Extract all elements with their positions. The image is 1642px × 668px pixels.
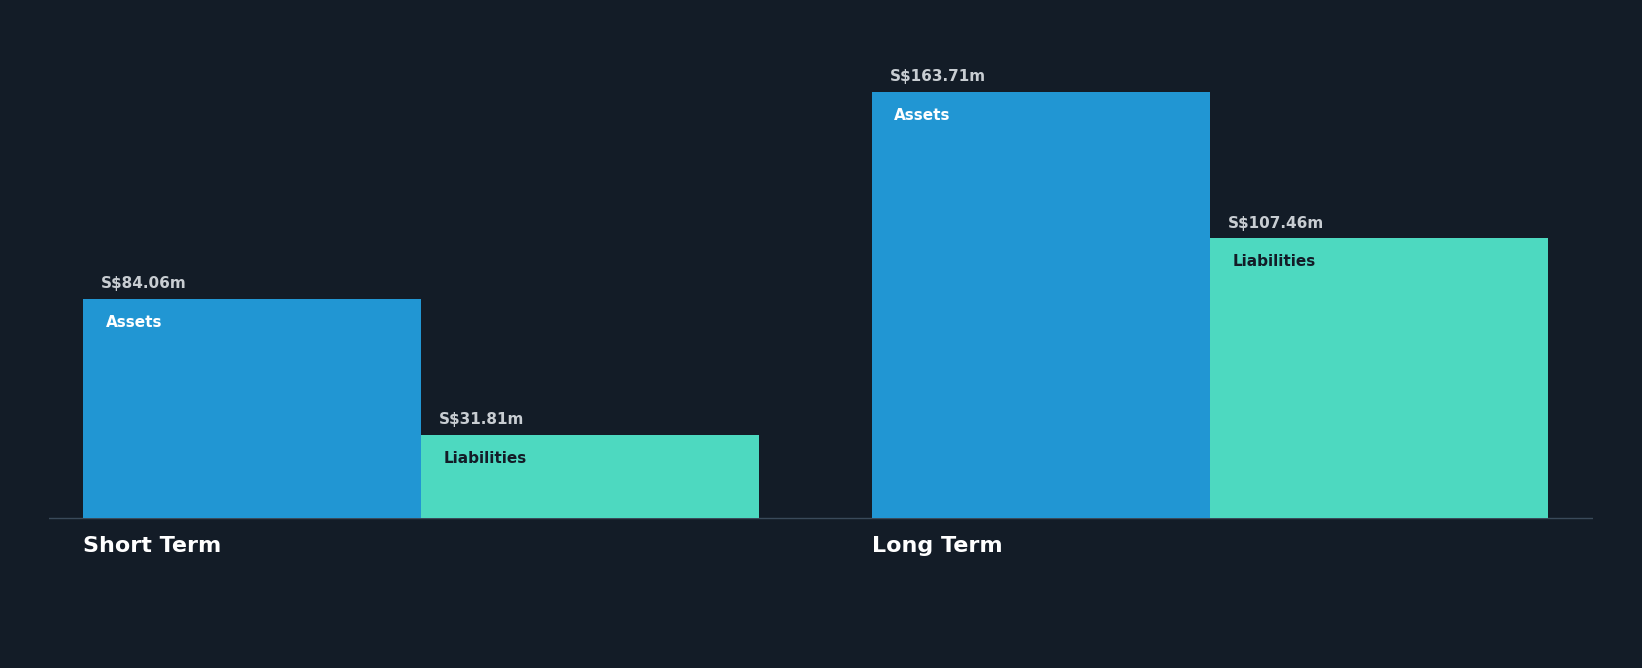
Text: S$31.81m: S$31.81m xyxy=(438,412,524,427)
Bar xyxy=(872,92,1210,518)
Text: Long Term: Long Term xyxy=(872,536,1002,556)
Text: S$163.71m: S$163.71m xyxy=(890,69,985,84)
Text: S$84.06m: S$84.06m xyxy=(102,277,187,291)
Text: Assets: Assets xyxy=(895,108,951,123)
Bar xyxy=(420,435,759,518)
Text: S$107.46m: S$107.46m xyxy=(1228,216,1323,230)
Text: Liabilities: Liabilities xyxy=(443,450,527,466)
Text: Short Term: Short Term xyxy=(84,536,222,556)
Bar xyxy=(1210,238,1548,518)
Text: Assets: Assets xyxy=(105,315,163,330)
Bar xyxy=(84,299,420,518)
Text: Liabilities: Liabilities xyxy=(1232,254,1315,269)
